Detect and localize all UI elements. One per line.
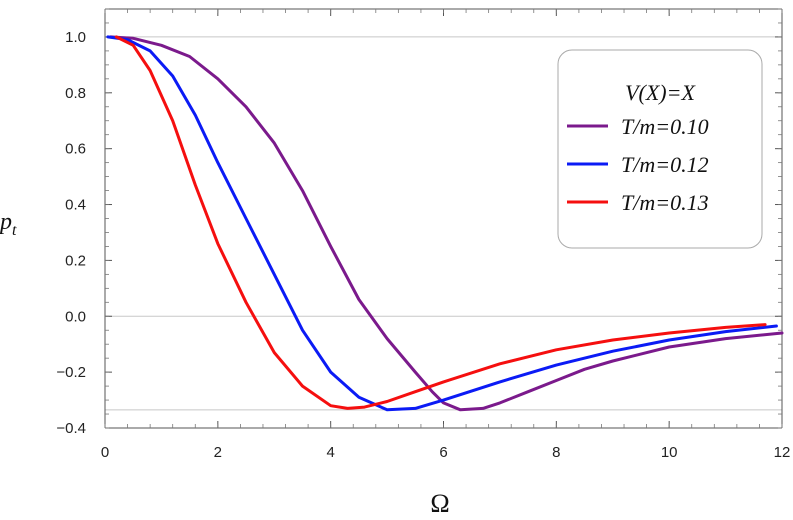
y-tick-label: 0.4 [65,197,86,214]
y-axis-title-main: p [0,209,12,235]
y-tick-label: 0.6 [65,141,86,158]
x-axis-title: Ω [430,489,449,518]
series-line-1 [106,35,778,412]
series-line-0 [109,35,784,412]
legend-box [557,49,763,249]
legend-entries: T/m=0.10 T/m=0.12 T/m=0.13 [567,114,709,215]
x-tick-label: 4 [326,444,334,461]
legend-label: T/m=0.12 [621,152,709,177]
y-tick-label: 0.8 [65,85,86,102]
x-tick-label: 8 [552,444,560,461]
x-tick-label: 12 [774,444,791,461]
y-tick-label: 0.0 [65,308,86,325]
legend-label: T/m=0.10 [621,114,709,139]
y-tick-label: 0.2 [65,252,86,269]
legend: V(X)=X T/m=0.10 T/m=0.12 T/m=0.13 [557,49,763,249]
x-tick-label: 0 [101,444,109,461]
legend-label: T/m=0.13 [621,190,709,215]
y-axis-title-subscript: t [12,222,17,239]
y-axis-title: pt [0,209,17,239]
x-axis-ticks: 0 2 4 6 8 10 12 [101,9,791,461]
x-tick-label: 10 [661,444,678,461]
y-tick-label: 1.0 [65,29,86,46]
y-tick-label: −0.2 [56,364,86,381]
y-tick-label: −0.4 [56,420,86,437]
x-tick-label: 6 [439,444,447,461]
series-line-2 [114,35,767,410]
legend-title: V(X)=X [625,80,696,105]
x-tick-label: 2 [214,444,222,461]
y-axis-ticks: −0.4 −0.2 0.0 0.2 0.4 0.6 0.8 1.0 [56,8,782,437]
series-lines [106,35,784,412]
